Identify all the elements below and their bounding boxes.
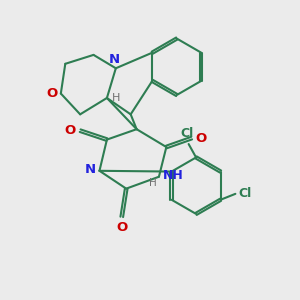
Text: O: O	[46, 87, 57, 100]
Text: NH: NH	[164, 169, 184, 182]
Text: Cl: Cl	[181, 128, 194, 140]
Text: O: O	[195, 132, 206, 145]
Text: O: O	[64, 124, 76, 137]
Text: O: O	[116, 221, 128, 234]
Text: H: H	[148, 178, 156, 188]
Text: N: N	[85, 163, 96, 176]
Text: H: H	[112, 93, 121, 103]
Text: Cl: Cl	[238, 187, 252, 200]
Text: N: N	[109, 53, 120, 66]
